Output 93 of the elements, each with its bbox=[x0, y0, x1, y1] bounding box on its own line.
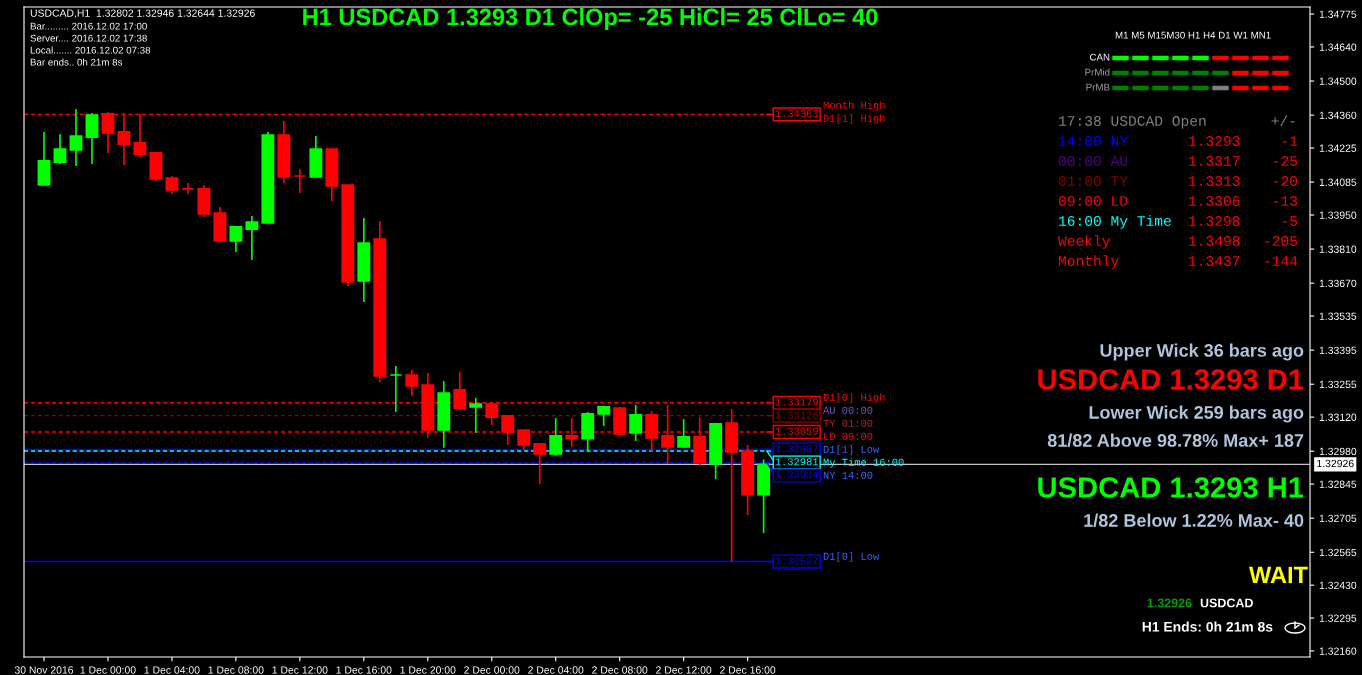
y-tick-label: 1.34775 bbox=[1319, 10, 1357, 18]
annotation: USDCAD 1.3293 H1 bbox=[1038, 477, 1304, 498]
y-tick-label: 1.32980 bbox=[1319, 447, 1357, 456]
annotation: Monthly bbox=[1058, 255, 1119, 269]
y-tick-label: 1.34225 bbox=[1319, 144, 1357, 152]
y-tick-label: 1.34360 bbox=[1319, 111, 1357, 120]
annotation: M1 M5 M15M30 H1 H4 D1 W1 MN1 bbox=[1115, 31, 1271, 39]
annotation: 16:00 My Time bbox=[1059, 215, 1171, 229]
y-tick-label: 1.33950 bbox=[1319, 211, 1357, 219]
x-tick-label: 1 Dec 16:00 bbox=[336, 666, 392, 674]
y-tick-label: 1.32565 bbox=[1319, 548, 1357, 557]
annotation: TY 01:00 bbox=[823, 419, 873, 427]
annotation: -144 bbox=[1265, 256, 1298, 266]
annotation: -5 bbox=[1282, 216, 1298, 226]
y-tick-label: 1.33395 bbox=[1319, 346, 1357, 355]
ref-line-label: 1.32527 bbox=[775, 557, 818, 565]
x-tick-label: 2 Dec 04:00 bbox=[528, 666, 584, 674]
x-tick-label: 30 Nov 2016 bbox=[14, 666, 74, 674]
annotation: CAN bbox=[1089, 53, 1110, 61]
annotation: Weekly bbox=[1058, 235, 1111, 249]
ref-line-label: 1.32987 bbox=[775, 445, 818, 453]
annotation: D1[0] High bbox=[823, 393, 885, 403]
annotation: 1.32926 bbox=[1147, 598, 1192, 608]
annotation: 1.3298 bbox=[1189, 216, 1240, 226]
y-tick-label: 1.33120 bbox=[1319, 413, 1357, 421]
annotation: D1[1] Low bbox=[823, 445, 880, 455]
x-tick-label: 1 Dec 04:00 bbox=[144, 666, 200, 674]
annotation: USDCAD 1.3293 D1 bbox=[1038, 369, 1304, 390]
annotation: 1/82 Below 1.22% Max- 40 bbox=[1084, 513, 1304, 528]
annotation: 1.3306 bbox=[1189, 196, 1240, 206]
y-tick-label: 1.32705 bbox=[1319, 514, 1357, 523]
y-tick-label: 1.33670 bbox=[1319, 279, 1357, 288]
x-tick-label: 2 Dec 00:00 bbox=[464, 666, 520, 674]
annotation: Month High bbox=[823, 101, 885, 111]
annotation: 1.3313 bbox=[1189, 176, 1240, 186]
annotation: WAIT bbox=[1249, 566, 1308, 584]
annotation: +/- bbox=[1271, 115, 1295, 126]
ref-line-label: 1.33126 bbox=[775, 411, 818, 419]
annotation: 14:00 NY bbox=[1059, 136, 1128, 146]
annotation: 17:38 USDCAD Open bbox=[1059, 116, 1206, 129]
x-tick-label: 1 Dec 12:00 bbox=[272, 666, 328, 674]
annotation: 00:00 AU bbox=[1058, 156, 1127, 166]
annotation: Local....... 2016.12.02 07:38 bbox=[30, 46, 151, 54]
y-tick-label: 1.32845 bbox=[1319, 480, 1357, 488]
ref-line-label: 1.32934 bbox=[775, 471, 819, 479]
annotation: Server.... 2016.12.02 17:38 bbox=[30, 34, 147, 42]
annotation: 09:00 LD bbox=[1058, 196, 1128, 206]
chart-title: H1 USDCAD 1.3293 D1 ClOp= -25 HiCl= 25 ClLo= 40 bbox=[303, 8, 878, 30]
annotation: D1[0] Low bbox=[823, 552, 880, 562]
annotation: H1 Ends: 0h 21m 8s bbox=[1142, 621, 1273, 632]
annotation: 81/82 Above 98.78% Max+ 187 bbox=[1047, 433, 1304, 448]
annotation: USDCAD bbox=[1200, 598, 1253, 608]
annotation: -20 bbox=[1274, 176, 1298, 186]
y-tick-label: 1.34085 bbox=[1319, 178, 1357, 186]
annotation: 1.3498 bbox=[1189, 236, 1240, 246]
annotation: 1.3317 bbox=[1189, 156, 1240, 166]
annotation: Bar ends.. 0h 21m 8s bbox=[30, 58, 123, 66]
annotation: Bar......... 2016.12.02 17:00 bbox=[30, 22, 147, 30]
y-tick-label: 1.33810 bbox=[1319, 245, 1357, 253]
x-tick-label: 1 Dec 08:00 bbox=[208, 666, 264, 674]
y-tick-label: 1.32295 bbox=[1319, 614, 1357, 622]
annotation: NY 14:00 bbox=[823, 471, 873, 479]
text: 1.32926 bbox=[1317, 459, 1354, 468]
annotation: -25 bbox=[1274, 156, 1298, 166]
ref-line-label: 1.34363 bbox=[775, 110, 818, 118]
ref-line-label: 1.33179 bbox=[775, 398, 818, 406]
y-tick-label: 1.32160 bbox=[1319, 647, 1357, 655]
x-tick-label: 2 Dec 12:00 bbox=[656, 666, 712, 674]
x-tick-label: 1 Dec 00:00 bbox=[80, 666, 136, 674]
annotation: D1[1] High bbox=[823, 114, 885, 124]
ref-line-label: 1.33059 bbox=[775, 427, 818, 435]
y-tick-label: 1.33535 bbox=[1319, 312, 1357, 320]
annotation: 1.3437 bbox=[1189, 256, 1240, 266]
x-tick-label: 2 Dec 08:00 bbox=[592, 666, 648, 674]
x-tick-label: 1 Dec 20:00 bbox=[400, 666, 456, 674]
annotation: USDCAD,H1 1.32802 1.32946 1.32644 1.32926 bbox=[30, 9, 255, 19]
y-tick-label: 1.34640 bbox=[1319, 43, 1357, 51]
x-tick-label: 2 Dec 16:00 bbox=[720, 666, 776, 674]
annotation: -13 bbox=[1274, 196, 1298, 206]
annotation: AU 00:00 bbox=[823, 406, 873, 414]
annotation: LD 09:00 bbox=[824, 432, 873, 440]
y-tick-label: 1.32430 bbox=[1319, 581, 1357, 590]
annotation: -205 bbox=[1265, 236, 1298, 246]
legend-label: 1.32981 bbox=[775, 458, 819, 466]
annotation: 01:00 TY bbox=[1058, 176, 1128, 186]
annotation: Upper Wick 36 bars ago bbox=[1100, 343, 1304, 361]
annotation: PrMid bbox=[1085, 68, 1110, 76]
annotation: 1.3293 bbox=[1189, 136, 1240, 146]
y-tick-label: 1.33255 bbox=[1319, 380, 1357, 389]
annotation: -1 bbox=[1282, 136, 1298, 146]
annotation: PrMB bbox=[1086, 83, 1110, 91]
y-tick-label: 1.34500 bbox=[1319, 77, 1357, 85]
annotation: Lower Wick 259 bars ago bbox=[1089, 405, 1304, 423]
